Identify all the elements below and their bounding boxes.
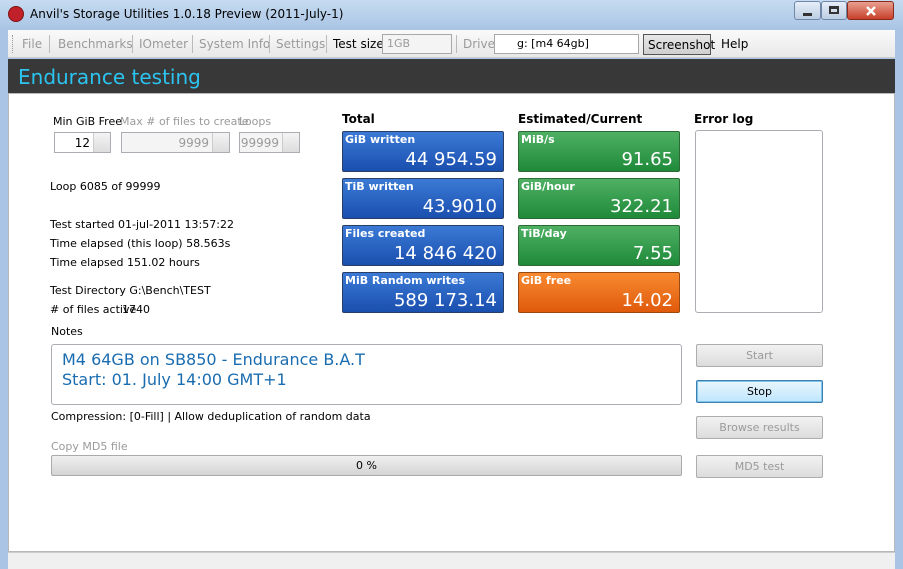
button-label: Browse results <box>719 421 800 434</box>
test-size-value: 1GB <box>387 37 411 50</box>
button-label: Stop <box>746 385 772 398</box>
files-active-value: 1740 <box>122 303 150 316</box>
menu-iometer[interactable]: IOmeter <box>139 37 189 51</box>
close-button[interactable] <box>847 1 894 20</box>
menu-benchmarks[interactable]: Benchmarks <box>58 37 133 51</box>
screenshot-button[interactable]: Screenshot <box>643 34 715 55</box>
button-label: MD5 test <box>734 460 785 473</box>
status-line: Time elapsed (this loop) 58.563s <box>50 237 231 250</box>
button-label: Start <box>746 349 773 362</box>
column-heading: Total <box>342 112 375 126</box>
stat-tile: GiB/hour 322.21 <box>518 178 680 219</box>
setting-label: Min GiB Free <box>53 115 122 128</box>
screenshot-label: Screenshot <box>648 38 716 52</box>
menu-help[interactable]: Help <box>721 37 749 51</box>
tile-label: MiB Random writes <box>345 274 466 287</box>
status-line: Loop 6085 of 99999 <box>50 180 161 193</box>
min-free-spinner[interactable]: 12 <box>54 132 111 153</box>
stat-tile: TiB/day 7.55 <box>518 225 680 266</box>
main-panel: Min GiB Free Max # of files to create Lo… <box>8 93 895 552</box>
tile-label: GiB free <box>521 274 572 287</box>
minimize-button[interactable] <box>794 1 821 20</box>
tile-value: 14.02 <box>621 290 673 311</box>
tile-label: GiB/hour <box>521 180 575 193</box>
notes-label: Notes <box>51 325 83 338</box>
title-bar: Anvil's Storage Utilities 1.0.18 Preview… <box>0 0 903 30</box>
tile-value: 91.65 <box>621 149 673 170</box>
browse-results-button[interactable]: Browse results <box>696 416 823 439</box>
compression-info: Compression: [0-Fill] | Allow deduplicat… <box>51 410 371 423</box>
menu-system-info[interactable]: System Info <box>199 37 271 51</box>
tile-value: 14 846 420 <box>393 243 497 264</box>
column-heading: Estimated/Current <box>518 112 643 126</box>
progress-bar: 0 % <box>51 455 682 476</box>
notes-line: Start: 01. July 14:00 GMT+1 <box>62 370 287 389</box>
tile-value: 44 954.59 <box>405 149 497 170</box>
separator <box>269 35 270 53</box>
stat-tile: MiB/s 91.65 <box>518 131 680 172</box>
stat-tile: Files created 14 846 420 <box>342 225 504 266</box>
tile-label: GiB written <box>345 133 416 146</box>
drive-combo[interactable]: g: [m4 64gb] <box>494 34 639 54</box>
status-line: Test started 01-jul-2011 13:57:22 <box>50 218 234 231</box>
maximize-button[interactable] <box>821 1 847 20</box>
column-heading: Error log <box>694 112 754 126</box>
grip <box>12 35 15 53</box>
setting-label: Max # of files to create <box>120 115 249 128</box>
separator <box>49 35 50 53</box>
progress-text: 0 % <box>356 459 377 472</box>
page-header: Endurance testing <box>8 59 895 93</box>
page-title: Endurance testing <box>18 65 201 89</box>
drive-value: g: [m4 64gb] <box>517 37 589 50</box>
test-size-combo[interactable]: 1GB <box>382 34 452 54</box>
max-files-spinner[interactable]: 9999 <box>121 132 230 153</box>
md5-test-button[interactable]: MD5 test <box>696 455 823 478</box>
drive-label: Drive <box>463 37 495 51</box>
window-title: Anvil's Storage Utilities 1.0.18 Preview… <box>30 7 344 21</box>
tile-label: MiB/s <box>521 133 555 146</box>
tile-value: 589 173.14 <box>393 290 497 311</box>
files-active-label: # of files active <box>50 303 137 316</box>
notes-line: M4 64GB on SB850 - Endurance B.A.T <box>62 350 365 369</box>
status-line: Time elapsed 151.02 hours <box>50 256 200 269</box>
menu-settings[interactable]: Settings <box>276 37 326 51</box>
progress-label: Copy MD5 file <box>51 440 128 453</box>
spinner-value: 12 <box>74 136 90 150</box>
menu-bar: File Benchmarks IOmeter System Info Sett… <box>8 30 895 58</box>
status-line: Test Directory G:\Bench\TEST <box>50 284 211 297</box>
stop-button[interactable]: Stop <box>696 380 823 403</box>
separator <box>456 35 457 53</box>
tile-label: TiB written <box>345 180 414 193</box>
close-icon <box>866 6 876 16</box>
stat-tile: GiB free 14.02 <box>518 272 680 313</box>
test-size-label: Test size <box>333 37 384 51</box>
tile-label: TiB/day <box>521 227 567 240</box>
notes-box[interactable]: M4 64GB on SB850 - Endurance B.A.T Start… <box>51 344 682 405</box>
spinner-value: 9999 <box>178 136 209 150</box>
error-log-box[interactable] <box>695 130 823 313</box>
spinner-value: 99999 <box>240 136 279 150</box>
setting-label: Loops <box>239 115 272 128</box>
tile-label: Files created <box>345 227 426 240</box>
tile-value: 322.21 <box>610 196 673 217</box>
start-button[interactable]: Start <box>696 344 823 367</box>
stat-tile: TiB written 43.9010 <box>342 178 504 219</box>
separator <box>192 35 193 53</box>
loops-spinner[interactable]: 99999 <box>239 132 300 153</box>
app-icon <box>8 6 24 22</box>
tile-value: 43.9010 <box>422 196 497 217</box>
menu-file[interactable]: File <box>22 37 43 51</box>
stat-tile: MiB Random writes 589 173.14 <box>342 272 504 313</box>
tile-value: 7.55 <box>632 243 673 264</box>
stat-tile: GiB written 44 954.59 <box>342 131 504 172</box>
separator <box>132 35 133 53</box>
separator <box>326 35 327 53</box>
status-bar <box>8 552 895 569</box>
